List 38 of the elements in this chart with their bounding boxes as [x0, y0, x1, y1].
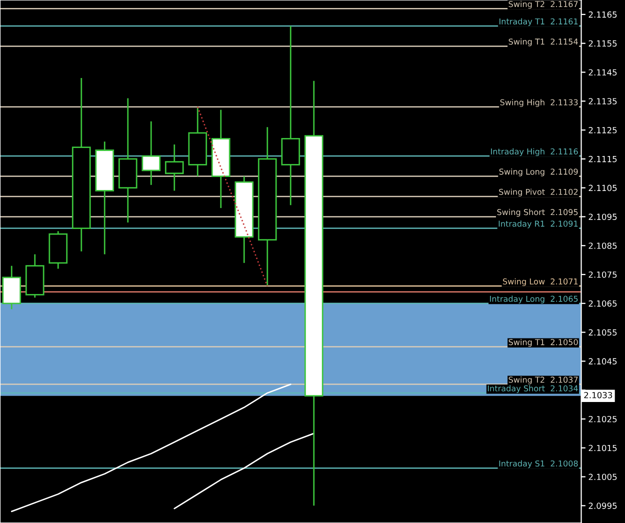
candlestick: [142, 120, 161, 186]
y-tick-label: 2.1085: [588, 242, 617, 249]
ref-line-label: Intraday Short 2.1034: [488, 385, 578, 393]
y-tick-label: 2.1025: [588, 416, 617, 422]
y-tick-label: 2.1135: [588, 98, 617, 104]
y-tick-label: 2.1115: [588, 156, 617, 162]
y-tick-label: 2.1125: [588, 127, 617, 134]
line-series: [196, 106, 268, 287]
y-tick-label: 2.1145: [588, 69, 617, 76]
y-tick-label: 2.1095: [588, 214, 617, 220]
y-tick-label: 2.1165: [588, 11, 617, 18]
ref-line-label: Swing T1 2.1154: [508, 38, 578, 46]
y-tick-label: 2.1105: [588, 184, 617, 192]
y-tick-label: 2.1005: [588, 474, 617, 480]
y-tick-label: 2.1045: [588, 358, 617, 364]
ref-line-label: Swing High 2.1133: [500, 99, 578, 107]
y-tick-label: 2.1075: [588, 271, 617, 278]
ref-line-label: Swing T2 2.1167: [508, 0, 578, 9]
ref-line-label: Swing Long 2.1109: [499, 168, 578, 176]
y-tick-label: 2.1055: [588, 329, 617, 336]
y-tick-label: 2.1155: [588, 40, 617, 47]
line-series: [174, 432, 315, 510]
annotation: 2.1033: [584, 392, 612, 398]
ref-line-label: Intraday R1 2.1091: [498, 220, 578, 228]
y-tick-label: 2.1015: [588, 444, 617, 452]
line-series: [10, 384, 292, 512]
ref-line-label: Swing Pivot 2.1102: [499, 188, 578, 196]
y-tick-label: 2.0995: [588, 502, 617, 509]
ref-line-label: Swing Low 2.1071: [502, 278, 578, 286]
ref-line-label: Swing T2 2.1037: [508, 376, 578, 384]
ref-line-label: Intraday T1 2.1161: [500, 18, 578, 26]
ref-line-label: Swing T1 2.1050: [508, 338, 578, 347]
ref-line-label: Swing Short 2.1095: [497, 208, 578, 217]
ref-line-label: Intraday S1 2.1008: [499, 460, 578, 468]
ref-line-label: Intraday Long 2.1065: [490, 296, 578, 304]
candlestick: [164, 144, 184, 192]
ref-line-label: Intraday High 2.1116: [491, 148, 578, 156]
y-tick-label: 2.1065: [588, 300, 617, 307]
